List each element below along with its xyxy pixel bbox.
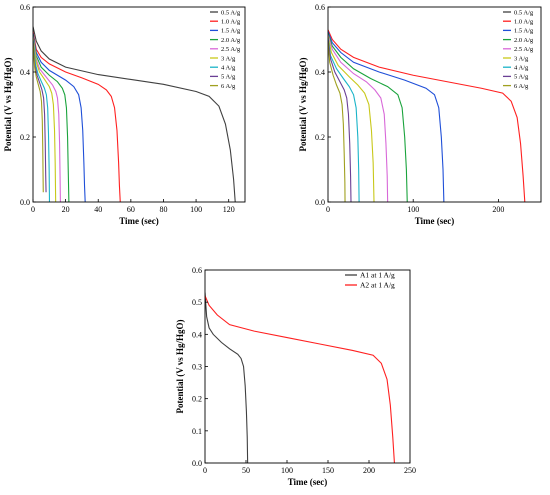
y-tick-label: 0.2 xyxy=(192,395,202,404)
legend-entry: 4 A/g xyxy=(514,65,529,72)
legend-entry: 3 A/g xyxy=(221,55,236,62)
legend-entry: 1.5 A/g xyxy=(514,28,534,35)
chart-panel-2: 0 100 200 0.0 0.2 0.4 0.6 Time (sec) Potential (… xyxy=(298,3,542,226)
x-tick-label: 200 xyxy=(363,466,375,475)
series-line-2-8 xyxy=(328,39,352,202)
legend-entry: 4 A/g xyxy=(221,65,236,72)
series-line-1-6 xyxy=(33,37,57,202)
series-line-3-2 xyxy=(205,295,395,463)
x-tick-label: 20 xyxy=(62,205,70,214)
x-tick-label: 100 xyxy=(281,466,293,475)
series-line-1-1 xyxy=(33,26,236,202)
y-tick-label: 0.3 xyxy=(192,363,202,372)
legend-entry: 0.5 A/g xyxy=(221,9,241,16)
y-tick-label: 0.5 xyxy=(192,298,202,307)
x-tick-label: 100 xyxy=(407,205,419,214)
y-tick-label: 0.6 xyxy=(192,266,202,275)
y-tick-label: 0.2 xyxy=(315,133,325,142)
legend-entry: 3 A/g xyxy=(514,55,529,62)
x-axis-title: Time (sec) xyxy=(415,216,455,226)
legend-entry: 2.0 A/g xyxy=(514,37,534,44)
legend-entry: A1 at 1 A/g xyxy=(360,270,395,279)
y-tick-label: 0.6 xyxy=(315,3,325,12)
series-line-1-4 xyxy=(33,34,70,202)
y-axis-title: Potential (V vs Hg/HgO) xyxy=(298,57,308,151)
y-tick-label: 0.0 xyxy=(20,198,30,207)
series-line-2-2 xyxy=(328,29,526,202)
y-tick-label: 0.1 xyxy=(192,427,202,436)
plot-frame xyxy=(32,6,246,203)
x-tick-label: 80 xyxy=(159,205,167,214)
x-tick-label: 200 xyxy=(492,205,504,214)
y-axis-title: Potential (V vs Hg/HgO) xyxy=(3,57,13,151)
y-tick-label: 0.0 xyxy=(192,459,202,468)
x-tick-label: 0 xyxy=(203,466,207,475)
series-line-2-7 xyxy=(328,37,360,202)
x-tick-label: 0 xyxy=(326,205,330,214)
y-tick-label: 0.4 xyxy=(192,330,202,339)
x-tick-label: 100 xyxy=(190,205,202,214)
y-tick-label: 0.2 xyxy=(20,133,30,142)
legend-entry: A2 at 1 A/g xyxy=(360,280,395,289)
legend-entry: 6 A/g xyxy=(221,83,236,90)
legend-entry: 2.5 A/g xyxy=(514,46,534,53)
series-line-1-8 xyxy=(33,41,47,193)
y-tick-label: 0.4 xyxy=(315,68,325,77)
y-axis-title: Potential (V vs Hg/HgO) xyxy=(175,319,185,413)
series-line-2-5 xyxy=(328,34,389,202)
x-tick-label: 40 xyxy=(94,205,102,214)
plot-frame xyxy=(327,6,542,203)
y-tick-label: 0.6 xyxy=(20,3,30,12)
legend-entry: 5 A/g xyxy=(221,74,236,81)
legend-entry: 2.0 A/g xyxy=(221,37,241,44)
legend-entry: 1.5 A/g xyxy=(221,28,241,35)
series-line-1-2 xyxy=(33,31,121,202)
plot-frame xyxy=(204,269,411,464)
series-line-2-9 xyxy=(328,41,346,202)
x-axis-title: Time (sec) xyxy=(119,216,159,226)
legend-entry: 0.5 A/g xyxy=(514,9,534,16)
x-tick-label: 150 xyxy=(322,466,334,475)
series-line-1-3 xyxy=(33,32,86,202)
series-line-1-5 xyxy=(33,36,61,202)
legend-entry: 1.0 A/g xyxy=(514,19,534,26)
x-tick-label: 0 xyxy=(31,205,35,214)
x-axis-title: Time (sec) xyxy=(288,477,328,487)
legend-entry: 2.5 A/g xyxy=(221,46,241,53)
chart-panel-3: 0 50 100 150 200 250 0.0 0.1 0.2 0.3 0.4 0.5 0.6 Time… xyxy=(175,266,416,487)
x-tick-label: 120 xyxy=(223,205,235,214)
series-line-1-7 xyxy=(33,39,51,202)
legend-entry: 6 A/g xyxy=(514,83,529,90)
series-line-2-6 xyxy=(328,36,375,202)
series-line-3-1 xyxy=(205,292,249,463)
series-line-2-3 xyxy=(328,31,445,202)
chart-panel-1: 0 20 40 60 80 100 120 0.0 0.2 0.4 0.6 Time (sec) Pot… xyxy=(3,3,246,226)
x-tick-label: 60 xyxy=(127,205,135,214)
x-tick-label: 250 xyxy=(404,466,416,475)
x-tick-label: 50 xyxy=(242,466,250,475)
y-tick-label: 0.0 xyxy=(315,198,325,207)
series-line-2-4 xyxy=(328,32,408,202)
legend-entry: 1.0 A/g xyxy=(221,19,241,26)
legend-entry: 5 A/g xyxy=(514,74,529,81)
y-tick-label: 0.4 xyxy=(20,68,30,77)
